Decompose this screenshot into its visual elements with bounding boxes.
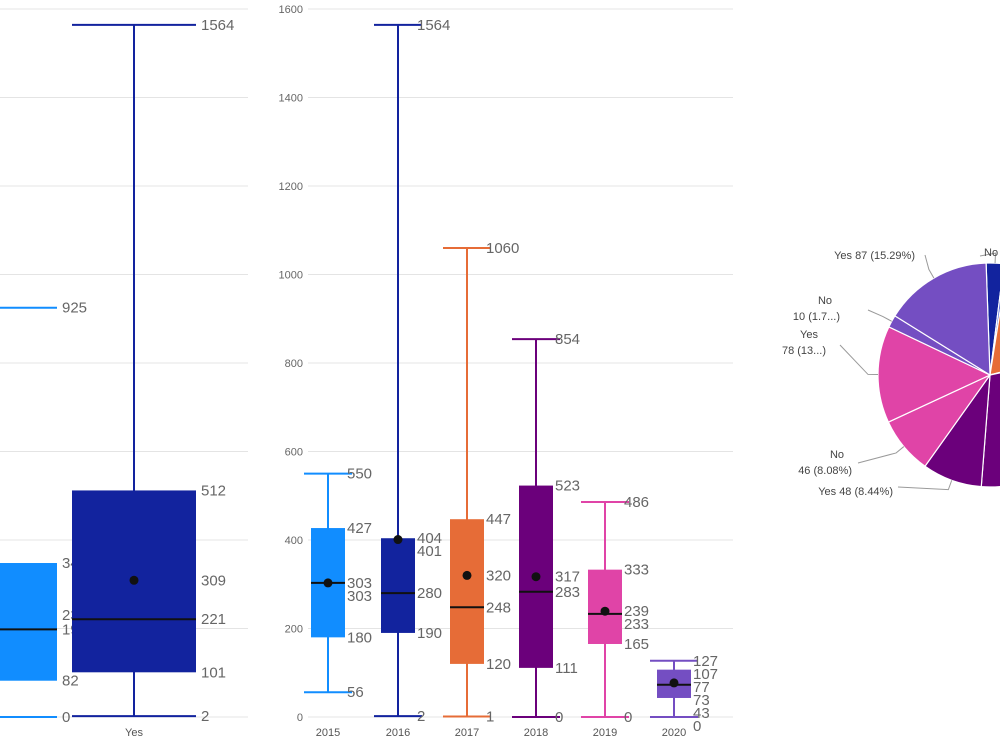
value-label-q1: 165 — [624, 636, 649, 653]
mean-dot — [393, 535, 403, 545]
mean-dot — [462, 570, 472, 580]
leader-line — [839, 344, 879, 375]
value-label-q3: 427 — [347, 520, 372, 537]
value-label-max: 925 — [62, 300, 87, 317]
value-label-mean: 317 — [555, 569, 580, 586]
yearly-box-chart: 0200400600800100012001400160055042730330… — [279, 4, 733, 739]
value-label-min: 0 — [693, 718, 701, 735]
mean-dot — [669, 678, 679, 688]
y-tick-label: 1600 — [279, 4, 303, 16]
left-box-chart: 92534823119882015645123092211012Yes — [0, 8, 248, 739]
value-label-min: 56 — [347, 684, 364, 701]
category-label: 2016 — [386, 727, 410, 739]
value-label-q3: 333 — [624, 562, 649, 579]
leader-line — [867, 309, 892, 322]
value-label-median: 73 — [693, 692, 710, 709]
box-blank — [0, 563, 57, 681]
value-label-mean: 309 — [201, 572, 226, 589]
value-label-max: 127 — [693, 653, 718, 670]
value-label-q1: 120 — [486, 656, 511, 673]
value-label-min: 2 — [201, 708, 209, 725]
pie-slice — [989, 308, 1000, 376]
pie-chart: No Yes 48 (8.44%) No 46 (8.08%) Yes 78 (13...… — [782, 247, 1000, 498]
category-label: 2018 — [524, 727, 548, 739]
value-label-median: 221 — [201, 611, 226, 628]
value-label-max: 1564 — [201, 17, 234, 34]
slice-label-category: Yes — [800, 329, 818, 341]
value-label-q3: 447 — [486, 511, 511, 528]
mean-dot — [129, 575, 139, 585]
category-label: 2019 — [593, 727, 617, 739]
value-label-q1: 180 — [347, 629, 372, 646]
category-label: 2020 — [662, 727, 686, 739]
value-label-median: 233 — [624, 616, 649, 633]
value-label-mean: 401 — [417, 543, 442, 560]
category-label: 2017 — [455, 727, 479, 739]
value-label-mean: 320 — [486, 567, 511, 584]
value-label-mean: 77 — [693, 679, 710, 696]
slice-label: 78 (13...) — [782, 345, 826, 357]
slice-label-category: No — [818, 295, 832, 307]
value-label-max: 550 — [347, 466, 372, 483]
slice-label: Yes 48 (8.44%) — [818, 486, 893, 498]
pie-slice — [894, 262, 991, 377]
mean-dot — [323, 578, 333, 588]
category-label: Yes — [125, 727, 143, 739]
pie-slice — [980, 372, 1000, 488]
value-label-min: 0 — [555, 709, 563, 726]
slice-label: No — [984, 247, 998, 259]
value-label-q1: 101 — [201, 664, 226, 681]
leader-line — [857, 446, 905, 464]
leader-line — [979, 252, 997, 264]
box-2016 — [381, 538, 415, 633]
leader-line — [897, 480, 953, 491]
value-label-q3: 523 — [555, 478, 580, 495]
box-2017 — [450, 519, 484, 664]
value-label-q3: 512 — [201, 482, 226, 499]
slice-label-category: No — [830, 449, 844, 461]
value-label-mean: 303 — [347, 575, 372, 592]
y-tick-label: 1200 — [279, 181, 303, 193]
y-tick-label: 1400 — [279, 93, 303, 105]
slice-label: 10 (1.7...) — [793, 311, 840, 323]
value-label-median: 283 — [555, 584, 580, 601]
y-tick-label: 600 — [285, 447, 303, 459]
value-label-median: 248 — [486, 599, 511, 616]
value-label-q1: 190 — [417, 625, 442, 642]
category-label: 2015 — [316, 727, 340, 739]
y-tick-label: 1000 — [279, 270, 303, 282]
slice-label: Yes 87 (15.29%) — [834, 250, 915, 262]
value-label-mean: 239 — [624, 603, 649, 620]
leader-line — [924, 254, 935, 279]
value-label-min: 0 — [624, 709, 632, 726]
value-label-q3: 107 — [693, 666, 718, 683]
mean-dot — [600, 606, 610, 616]
value-label-max: 854 — [555, 331, 580, 348]
y-tick-label: 800 — [285, 358, 303, 370]
value-label-min: 1 — [486, 709, 494, 726]
value-label-median: 280 — [417, 585, 442, 602]
value-label-max: 1564 — [417, 17, 450, 34]
y-tick-label: 200 — [285, 624, 303, 636]
value-label-q1: 111 — [555, 660, 578, 677]
y-tick-label: 0 — [297, 712, 303, 724]
value-label-median: 303 — [347, 588, 372, 605]
value-label-min: 0 — [62, 709, 70, 726]
mean-dot — [531, 572, 541, 582]
value-label-max: 1060 — [486, 240, 519, 257]
slice-label: 46 (8.08%) — [798, 465, 852, 477]
value-label-max: 486 — [624, 494, 649, 511]
value-label-q1: 82 — [62, 673, 79, 690]
y-tick-label: 400 — [285, 535, 303, 547]
value-label-q1: 43 — [693, 705, 710, 722]
value-label-q3: 404 — [417, 530, 442, 547]
value-label-min: 2 — [417, 708, 425, 725]
